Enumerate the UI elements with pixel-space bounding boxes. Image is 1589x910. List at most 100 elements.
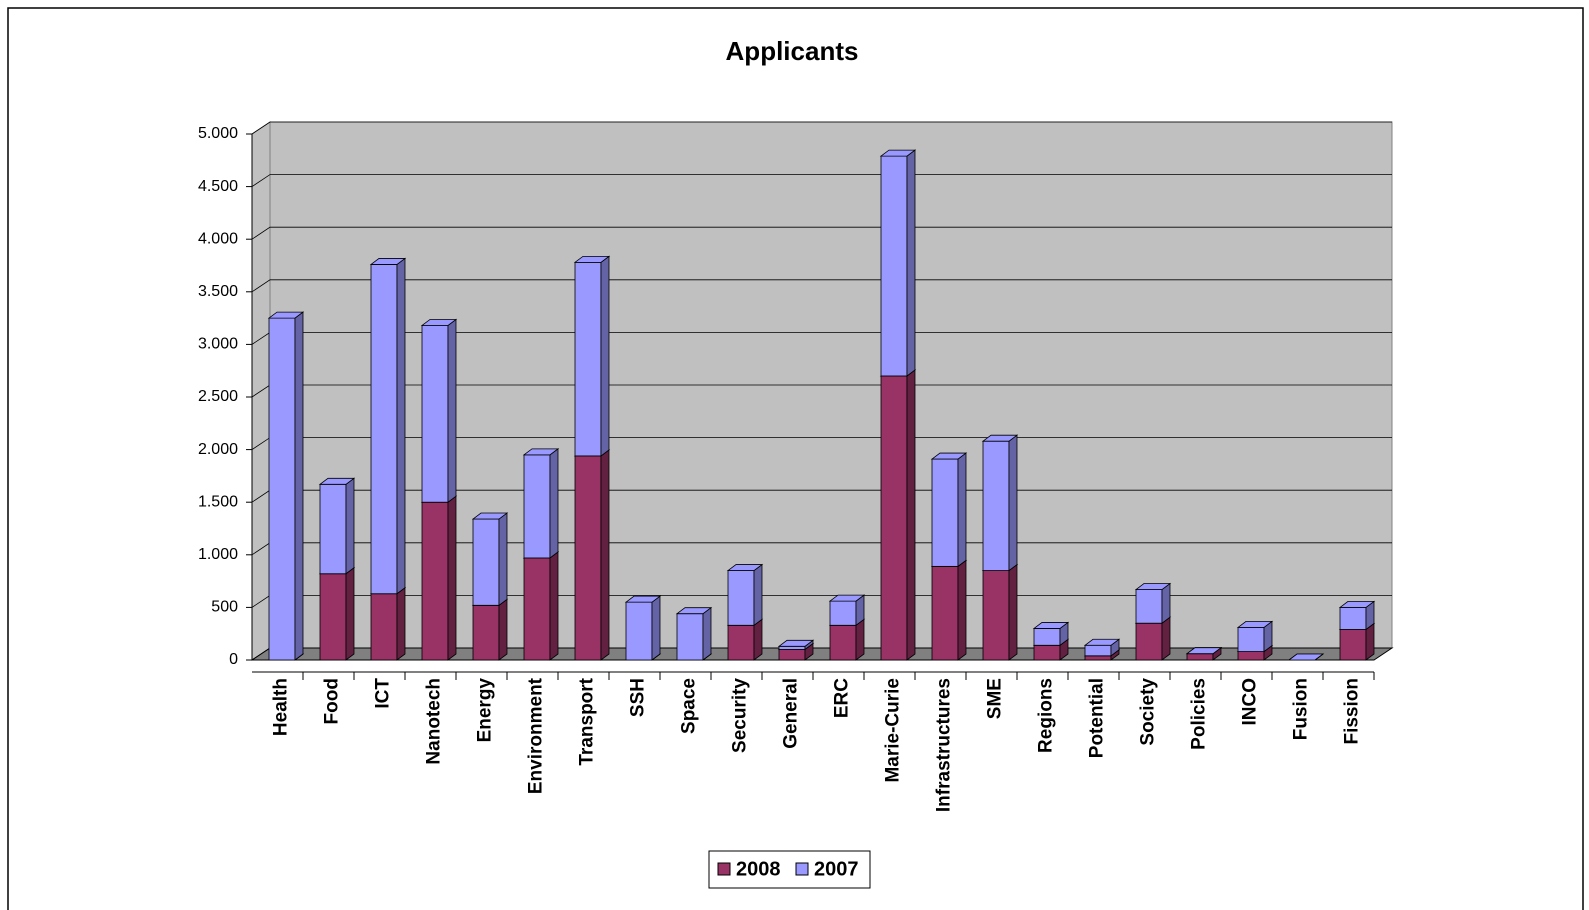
chart-title: Applicants xyxy=(726,36,859,66)
grid-line xyxy=(251,121,1392,135)
bar-top xyxy=(267,311,305,319)
bar-top xyxy=(1134,583,1172,590)
bar-front xyxy=(1084,655,1112,661)
bar-front xyxy=(1033,644,1061,661)
bar-front xyxy=(421,501,449,661)
bar-front xyxy=(982,440,1010,571)
y-tick-label: 3.000 xyxy=(198,336,238,353)
bar-front xyxy=(472,604,500,661)
bar-segment xyxy=(267,311,305,661)
legend-label: 2008 xyxy=(736,858,781,880)
bar-front xyxy=(778,649,806,661)
bar-front xyxy=(676,613,704,661)
bar-segment xyxy=(1134,616,1172,661)
bar-side xyxy=(957,452,967,568)
x-tick-label: Infrastructures xyxy=(934,678,955,812)
bar-top xyxy=(573,255,611,263)
bar-front xyxy=(727,624,755,661)
x-tick-label: Nanotech xyxy=(424,678,445,765)
y-tick-label: 0 xyxy=(229,651,238,668)
y-tick-label: 5.000 xyxy=(198,125,238,142)
x-tick-label: Food xyxy=(322,678,343,724)
x-tick-label: General xyxy=(781,678,802,749)
bar-segment xyxy=(573,449,611,661)
bar-side xyxy=(855,618,865,661)
bar-top xyxy=(981,434,1019,442)
y-tick-label: 4.500 xyxy=(198,178,238,195)
x-tick-label: INCO xyxy=(1240,678,1261,726)
bar-side xyxy=(294,311,304,661)
bar-side xyxy=(957,559,967,661)
y-tick-label: 3.500 xyxy=(198,283,238,300)
bar-top xyxy=(930,452,968,460)
legend: 2008 2007 xyxy=(708,850,871,889)
bar-front xyxy=(727,570,755,626)
bar-segment xyxy=(1236,620,1274,653)
bar-side xyxy=(753,563,763,627)
bar-front xyxy=(982,570,1010,661)
bar-top xyxy=(675,607,713,615)
bar-front xyxy=(370,264,398,595)
bar-front xyxy=(523,454,551,559)
bar-segment xyxy=(573,255,611,457)
bar-front xyxy=(880,155,908,377)
bar-front xyxy=(778,645,806,650)
bar-top xyxy=(828,594,866,602)
bar-front xyxy=(931,565,959,661)
bar-segment xyxy=(777,639,815,651)
bar-front xyxy=(1339,607,1367,630)
x-tick-label: Fission xyxy=(1342,678,1363,745)
y-tick-label: 2.000 xyxy=(198,441,238,458)
x-tick-label: Security xyxy=(730,678,751,753)
bar-segment xyxy=(675,606,713,661)
bar-front xyxy=(421,325,449,503)
bar-segment xyxy=(726,563,764,627)
bar-side xyxy=(702,606,712,661)
bar-front xyxy=(880,375,908,661)
bar-side xyxy=(345,566,355,661)
y-tick-label: 500 xyxy=(211,599,238,616)
bar-side xyxy=(396,257,406,595)
x-tick-label: Potential xyxy=(1087,678,1108,758)
bar-front xyxy=(625,601,653,661)
legend-box xyxy=(708,850,871,889)
x-tick-label: Marie-Curie xyxy=(883,678,904,783)
bar-segment xyxy=(1083,638,1121,657)
y-tick-label: 4.000 xyxy=(198,230,238,247)
bar-segment xyxy=(1185,647,1223,655)
bar-top xyxy=(1287,653,1325,661)
bar-side xyxy=(549,448,559,559)
x-tick-label: ERC xyxy=(832,678,853,718)
bar-side xyxy=(498,512,508,607)
bar-front xyxy=(1186,653,1214,661)
bar-segment xyxy=(828,594,866,627)
bar-top xyxy=(1083,638,1121,646)
x-tick-label: Regions xyxy=(1036,678,1057,753)
bar-front xyxy=(829,600,857,626)
bar-top xyxy=(726,564,764,571)
legend-label: 2007 xyxy=(814,858,859,880)
bar-side xyxy=(1161,616,1171,661)
legend-swatch xyxy=(795,862,809,876)
x-tick-label: Space xyxy=(679,678,700,734)
grid-line xyxy=(251,174,1392,187)
x-tick-label: Environment xyxy=(526,677,547,794)
bar-top xyxy=(879,149,917,157)
bar-side xyxy=(1008,434,1018,572)
bar-front xyxy=(1135,622,1163,661)
bar-front xyxy=(1339,629,1367,661)
bar-side xyxy=(753,618,763,661)
bar-top xyxy=(471,512,509,520)
bar-segment xyxy=(930,559,968,661)
x-tick-label: Fusion xyxy=(1291,678,1312,740)
x-tick-label: Health xyxy=(271,678,292,736)
x-tick-label: SSH xyxy=(628,678,649,717)
x-tick-label: SME xyxy=(985,678,1006,719)
x-tick-label: Energy xyxy=(475,678,496,743)
bar-side xyxy=(906,149,916,377)
bar-front xyxy=(319,573,347,661)
bar-front xyxy=(1033,628,1061,646)
bar-segment xyxy=(1287,653,1325,661)
bar-front xyxy=(268,317,296,661)
